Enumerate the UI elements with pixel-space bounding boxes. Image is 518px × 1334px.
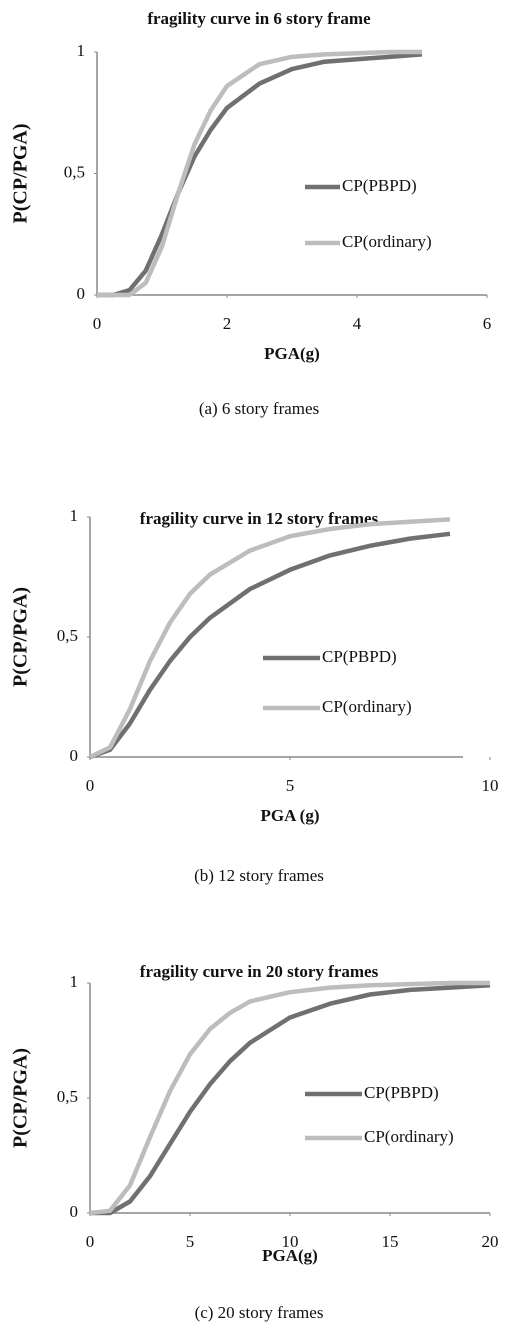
x-tick-label: 6 (483, 314, 492, 333)
caption: (c) 20 story frames (195, 1303, 324, 1322)
series-line (89, 980, 490, 1216)
y-axis-label: P(CP/PGA) (10, 124, 32, 224)
series-line (97, 52, 423, 298)
legend-label: CP(PBPD) (342, 176, 417, 195)
series-line (97, 49, 422, 298)
x-axis-label: PGA(g) (264, 344, 320, 363)
y-axis-label: P(CP/PGA) (10, 587, 32, 687)
x-tick-label: 10 (482, 776, 499, 795)
x-tick-label: 0 (86, 1232, 95, 1251)
y-tick-label: 0 (77, 284, 86, 303)
x-tick-label: 0 (86, 776, 95, 795)
y-tick-label: 1 (70, 506, 79, 525)
caption: (b) 12 story frames (194, 866, 324, 885)
x-axis-label: PGA(g) (262, 1246, 318, 1265)
y-tick-label: 0,5 (64, 162, 85, 181)
legend-label: CP(ordinary) (322, 697, 412, 716)
y-tick-label: 0,5 (57, 1087, 78, 1106)
legend-label: CP(PBPD) (364, 1083, 439, 1102)
y-axis-label: P(CP/PGA) (10, 1048, 32, 1148)
series-line (89, 517, 451, 760)
x-tick-label: 15 (382, 1232, 399, 1251)
x-axis-label: PGA (g) (260, 806, 319, 825)
legend-label: CP(PBPD) (322, 647, 397, 666)
y-tick-label: 1 (70, 972, 79, 991)
x-tick-label: 5 (286, 776, 295, 795)
chart-title: fragility curve in 6 story frame (147, 9, 371, 28)
x-tick-label: 0 (93, 314, 102, 333)
chart-title: fragility curve in 20 story frames (140, 962, 379, 981)
y-tick-label: 0 (70, 1202, 79, 1221)
x-tick-label: 4 (353, 314, 362, 333)
legend-label: CP(ordinary) (342, 232, 432, 251)
x-tick-label: 5 (186, 1232, 195, 1251)
chart-title: fragility curve in 12 story frames (140, 509, 379, 528)
series-line (90, 983, 491, 1216)
x-tick-label: 10 (282, 1232, 299, 1251)
y-tick-label: 0,5 (57, 626, 78, 645)
legend-label: CP(ordinary) (364, 1127, 454, 1146)
caption: (a) 6 story frames (199, 399, 319, 418)
series-line (89, 531, 451, 760)
y-tick-label: 1 (77, 41, 86, 60)
x-tick-label: 2 (223, 314, 232, 333)
x-tick-label: 20 (482, 1232, 499, 1251)
y-tick-label: 0 (70, 746, 79, 765)
